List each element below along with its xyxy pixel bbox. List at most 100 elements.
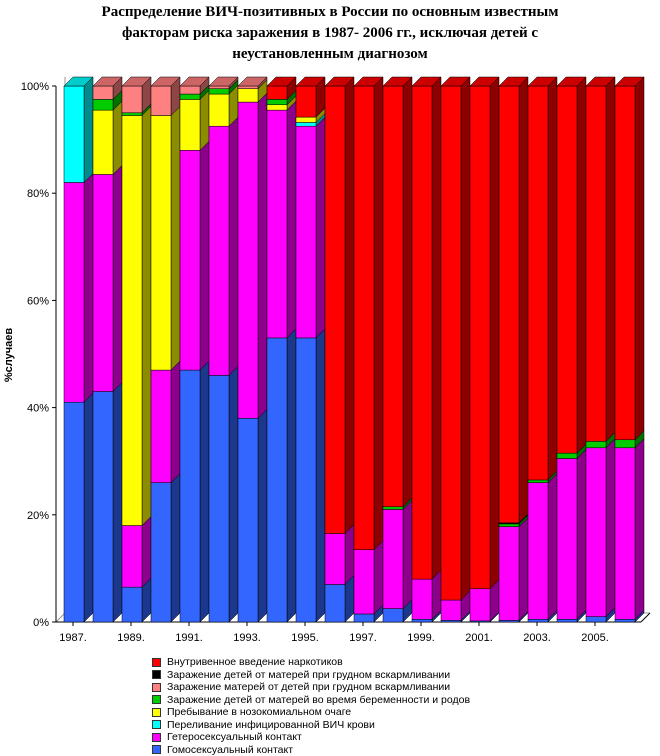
bar-1995 <box>296 77 325 622</box>
bar-1997 <box>354 77 383 622</box>
bar-front-face <box>238 86 258 89</box>
bar-side-face <box>258 409 267 622</box>
bar-segment <box>151 474 180 622</box>
bar-side-face <box>113 165 122 391</box>
y-tick-label: 60% <box>27 295 49 307</box>
bar-segment <box>383 500 412 608</box>
bar-front-face <box>615 448 635 620</box>
bar-front-face <box>93 392 113 622</box>
legend-label: Переливание инфицированной ВИЧ крови <box>167 719 375 732</box>
legend-swatch <box>152 695 161 704</box>
y-tick-label: 40% <box>27 403 49 415</box>
x-tick-label: 1987. <box>59 632 87 644</box>
bar-segment <box>122 517 151 588</box>
bar-side-face <box>171 106 180 370</box>
bar-front-face <box>267 110 287 338</box>
bar-front-face <box>615 440 635 448</box>
bar-segment <box>354 541 383 614</box>
bar-front-face <box>122 526 142 588</box>
y-tick-label: 20% <box>27 510 49 522</box>
bar-side-face <box>287 329 296 622</box>
legend-label: Заражение детей от матерей во время бере… <box>167 694 470 707</box>
chart-legend: Внутривенное введение наркотиков Заражени… <box>152 656 470 756</box>
bar-segment <box>557 77 586 453</box>
legend-item: Гетеросексуальный контакт <box>152 731 470 744</box>
bar-segment <box>93 101 122 174</box>
bar-front-face <box>557 453 577 458</box>
bar-side-face <box>287 101 296 338</box>
bar-segment <box>209 366 238 622</box>
bar-segment <box>325 77 354 534</box>
bar-side-face <box>345 77 354 534</box>
bar-side-face <box>200 141 209 370</box>
bar-side-face <box>548 77 557 480</box>
legend-swatch <box>152 708 161 717</box>
bar-segment <box>412 77 441 579</box>
bar-front-face <box>238 102 258 418</box>
bar-front-face <box>93 110 113 174</box>
bar-segment <box>528 77 557 480</box>
bar-front-face <box>470 589 490 621</box>
bar-1988 <box>93 77 122 622</box>
bar-side-face <box>200 90 209 150</box>
bar-front-face <box>296 338 316 622</box>
bar-front-face <box>615 86 635 440</box>
bar-side-face <box>432 77 441 579</box>
bar-front-face <box>557 86 577 453</box>
bar-front-face <box>93 174 113 391</box>
bar-front-face <box>122 86 142 113</box>
bar-side-face <box>490 77 499 589</box>
bar-front-face <box>151 115 171 370</box>
bar-front-face <box>267 99 287 104</box>
bar-1996 <box>325 77 354 622</box>
bar-segment <box>64 393 93 622</box>
bar-1994 <box>267 77 296 622</box>
bar-segment <box>383 77 412 507</box>
bar-segment <box>180 141 209 370</box>
bar-segment <box>615 77 644 440</box>
bar-side-face <box>200 361 209 622</box>
bar-front-face <box>441 600 461 620</box>
bar-side-face <box>606 439 615 617</box>
bar-front-face <box>557 459 577 620</box>
bar-side-face <box>519 77 528 523</box>
bar-front-face <box>296 126 316 338</box>
bar-side-face <box>229 366 238 622</box>
bar-segment <box>238 409 267 622</box>
bar-front-face <box>557 619 577 622</box>
bar-side-face <box>345 525 354 585</box>
bar-segment <box>441 77 470 600</box>
bar-front-face <box>267 86 287 99</box>
legend-label: Заражение матерей от детей при грудном в… <box>167 681 450 694</box>
bar-front-face <box>209 94 229 126</box>
bar-1991 <box>180 77 209 622</box>
legend-swatch <box>152 670 161 679</box>
bar-front-face <box>383 507 403 510</box>
bar-segment <box>296 117 325 338</box>
bar-front-face <box>151 483 171 622</box>
bar-front-face <box>441 86 461 600</box>
bar-side-face <box>84 173 93 402</box>
bar-segment <box>151 106 180 370</box>
bar-front-face <box>64 402 84 622</box>
legend-item: Пребывание в нозокомиальном очаге <box>152 706 470 719</box>
bar-2000 <box>441 77 470 622</box>
bar-2004 <box>557 77 586 622</box>
bar-2002 <box>499 77 528 622</box>
bar-side-face <box>635 77 644 440</box>
bar-front-face <box>122 115 142 525</box>
bar-side-face <box>113 101 122 174</box>
bar-side-face <box>548 474 557 620</box>
x-tick-label: 2003. <box>523 632 551 644</box>
legend-item: Внутривенное введение наркотиков <box>152 656 470 669</box>
bar-segment <box>238 93 267 418</box>
bar-front-face <box>499 86 519 523</box>
bar-front-face <box>586 86 606 441</box>
bar-front-face <box>325 584 345 622</box>
legend-item: Гомосексуальный контакт <box>152 744 470 756</box>
bar-front-face <box>209 86 229 89</box>
bar-side-face <box>258 93 267 418</box>
bar-front-face <box>528 483 548 620</box>
bar-segment <box>499 518 528 621</box>
